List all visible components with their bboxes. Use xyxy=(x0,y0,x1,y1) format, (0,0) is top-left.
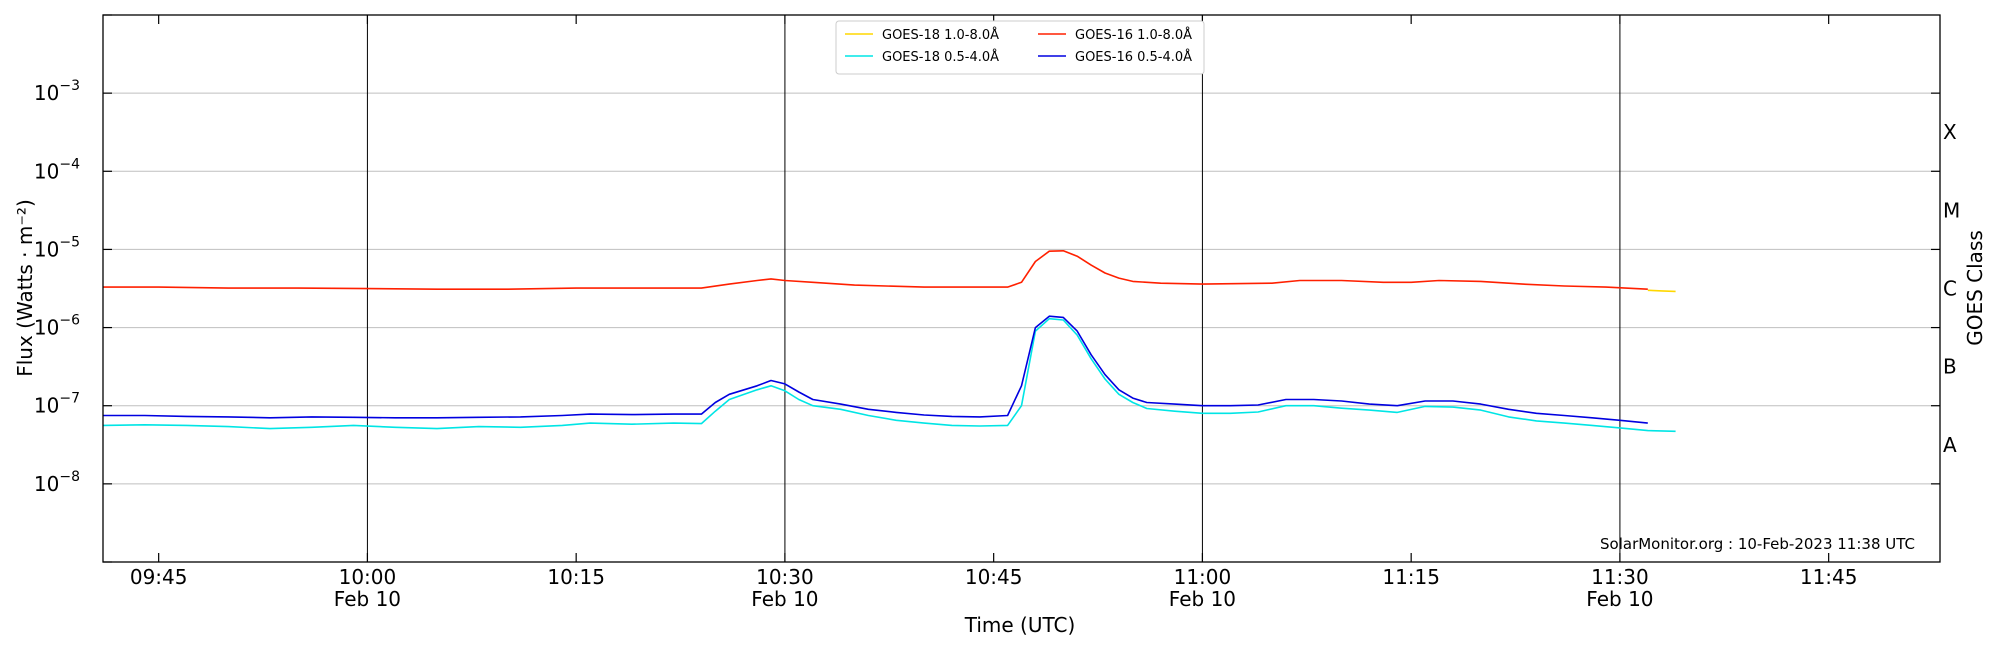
goes-class-label: X xyxy=(1943,120,1957,144)
x-tick-date-label: Feb 10 xyxy=(1586,587,1653,611)
series-line-1 xyxy=(102,317,1676,433)
legend: GOES-18 1.0-8.0Å GOES-18 0.5-4.0Å GOES-16 … xyxy=(835,20,1205,75)
legend-entry: GOES-18 1.0-8.0Å xyxy=(882,27,999,43)
y-tick-exponent: −8 xyxy=(59,469,80,485)
y2-axis-label: GOES Class xyxy=(1963,230,1987,346)
x-tick-date-label: Feb 10 xyxy=(751,587,818,611)
labels-layer: Flux (Watts · m⁻²) GOES Class Time (UTC)… xyxy=(13,199,1987,637)
x-tick-date-label: Feb 10 xyxy=(334,587,401,611)
y-tick-label: 10−6 xyxy=(34,313,80,340)
goes-class-label: B xyxy=(1943,355,1957,379)
x-axis-label: Time (UTC) xyxy=(964,613,1076,637)
y-tick-exponent: −3 xyxy=(59,78,80,94)
y-tick-label: 10−3 xyxy=(34,78,80,105)
y-tick-label: 10−7 xyxy=(34,391,80,418)
plot-frame xyxy=(102,14,1941,563)
y-axis-label: Flux (Watts · m⁻²) xyxy=(13,199,37,377)
y-tick-label: 10−5 xyxy=(34,234,80,261)
goes-class-label: A xyxy=(1943,433,1957,457)
x-tick-date-label: Feb 10 xyxy=(1169,587,1236,611)
goes-class-label: M xyxy=(1943,198,1960,222)
y-tick-exponent: −7 xyxy=(59,391,80,407)
legend-box xyxy=(835,20,1205,75)
series-line-2 xyxy=(103,250,1648,291)
legend-entry: GOES-18 0.5-4.0Å xyxy=(882,49,999,65)
goes-class-label: C xyxy=(1943,277,1957,301)
x-tick-label: 11:15 xyxy=(1382,565,1440,589)
y-tick-label: 10−8 xyxy=(34,469,80,496)
y-tick-exponent: −5 xyxy=(59,234,80,250)
x-tick-label: 10:45 xyxy=(965,565,1023,589)
x-tick-label: 09:45 xyxy=(130,565,188,589)
series-line-3 xyxy=(103,315,1648,424)
series-layer xyxy=(102,250,1676,433)
legend-entry: GOES-16 0.5-4.0Å xyxy=(1075,49,1192,65)
legend-entry: GOES-16 1.0-8.0Å xyxy=(1075,27,1192,43)
x-tick-label: 10:15 xyxy=(547,565,605,589)
y-tick-exponent: −6 xyxy=(59,313,80,329)
y-tick-exponent: −4 xyxy=(59,156,80,172)
x-tick-label: 11:30 xyxy=(1591,565,1649,589)
x-tick-label: 11:45 xyxy=(1800,565,1858,589)
series-line-0 xyxy=(1647,289,1676,293)
x-tick-label: 10:00 xyxy=(339,565,397,589)
y-tick-label: 10−4 xyxy=(34,156,80,183)
x-tick-label: 10:30 xyxy=(756,565,814,589)
credit-text: SolarMonitor.org : 10-Feb-2023 11:38 UTC xyxy=(1600,535,1915,553)
x-tick-label: 11:00 xyxy=(1174,565,1232,589)
